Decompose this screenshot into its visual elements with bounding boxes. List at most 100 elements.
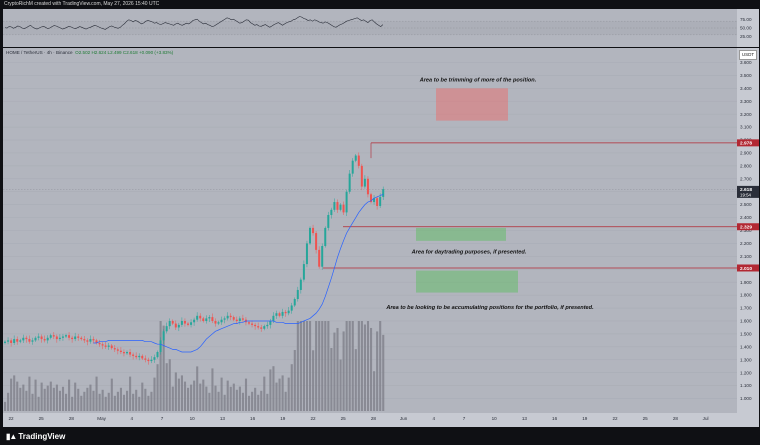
candle-body [122, 352, 125, 354]
volume-bar [241, 392, 244, 411]
tradingview-mark-icon: ▮▲ [6, 432, 17, 441]
price-tick-label: 3.500 [740, 73, 752, 78]
brand-name: TradingView [18, 432, 66, 441]
volume-bar [208, 392, 211, 411]
candle-body [171, 320, 174, 324]
volume-bar [165, 363, 168, 411]
candle-body [190, 322, 193, 325]
annotation-trim: Area to be trimming of more of the posit… [419, 78, 537, 84]
tradingview-logo[interactable]: ▮▲ TradingView [6, 432, 65, 441]
candle-body [321, 246, 324, 267]
volume-bar [43, 388, 46, 411]
candle-body [40, 336, 43, 340]
volume-bar [13, 375, 16, 411]
candle-body [107, 345, 110, 347]
candle-body [281, 311, 284, 316]
price-axis[interactable]: 3.6003.5003.4003.3003.2003.1003.0002.900… [737, 48, 759, 413]
candle-body [49, 335, 52, 338]
time-tick-label: 22 [310, 416, 316, 421]
price-pane[interactable]: Area to be trimming of more of the posit… [3, 48, 737, 413]
candle-body [58, 337, 61, 340]
volume-bar [40, 382, 43, 411]
candle-body [4, 341, 6, 343]
candle-body [92, 339, 95, 341]
price-tick-label: 2.900 [740, 151, 752, 156]
price-tick-label: 2.800 [740, 163, 752, 168]
candle-body [34, 337, 37, 341]
time-tick-label: 13 [521, 416, 527, 421]
volume-bar [199, 383, 202, 411]
volume-bar [226, 380, 229, 411]
candle-body [153, 357, 156, 360]
volume-bar [28, 376, 31, 411]
zone-box [436, 88, 508, 121]
candle-body [336, 202, 339, 210]
candle-body [232, 317, 235, 320]
volume-bar [351, 321, 354, 411]
volume-bar [238, 386, 241, 411]
volume-bar [16, 381, 19, 411]
time-tick-label: 4 [130, 416, 134, 421]
last-price-tag [737, 185, 759, 198]
candle-body [74, 336, 77, 340]
candle-body [98, 342, 101, 345]
volume-bar [4, 401, 7, 411]
time-axis[interactable]: 22 25 28 May 4 7 10 13 16 19 22 25 28 Jun 4 7 10 13 16 19 22… [3, 413, 759, 427]
candle-body [129, 352, 132, 355]
volume-bar [177, 378, 180, 411]
volume-bar [86, 387, 89, 411]
candle-body [254, 324, 257, 327]
price-tick-label: 2.300 [740, 228, 752, 233]
price-tick-label: 1.800 [740, 293, 752, 298]
candle-body [238, 318, 241, 321]
volume-bar [144, 388, 147, 411]
rsi-axis[interactable]: 75.00 50.00 25.00 [737, 9, 759, 47]
volume-bar [299, 321, 302, 411]
candle-body [229, 315, 232, 318]
volume-bar [61, 386, 65, 411]
currency-menu-button[interactable]: USDT [739, 50, 757, 60]
candle-body [68, 335, 71, 338]
volume-bar [205, 386, 208, 411]
volume-bar [244, 378, 248, 411]
candle-body [138, 355, 141, 358]
time-tick-label: Jun [399, 416, 408, 421]
attribution-caption: CryptoRichM created with TradingView.com… [4, 1, 160, 7]
candle-body [333, 202, 336, 210]
volume-bar [333, 332, 336, 411]
candle-body [272, 315, 275, 321]
volume-bar [98, 393, 101, 411]
volume-bar [305, 321, 309, 411]
volume-bar [275, 382, 278, 411]
volume-bar [357, 321, 360, 411]
candle-body [376, 198, 379, 206]
rsi-pane[interactable] [3, 9, 737, 47]
candle-body [46, 337, 49, 341]
candle-body [278, 313, 281, 316]
volume-bar [248, 395, 251, 411]
volume-bar [55, 384, 58, 411]
price-tick-label: 1.300 [740, 357, 752, 362]
time-tick-label: 16 [552, 416, 558, 421]
volume-bar [31, 393, 34, 411]
candle-body [77, 336, 80, 338]
volume-bar [150, 391, 153, 411]
volume-bar [122, 394, 126, 411]
candle-body [269, 320, 272, 325]
candle-body [324, 227, 327, 247]
time-tick-label: 25 [642, 416, 648, 421]
level-tag-label: 2.978 [740, 141, 752, 147]
candle-body [223, 318, 226, 320]
candle-body [180, 320, 183, 325]
candle-body [370, 194, 372, 203]
volume-bar [342, 331, 345, 411]
candle-body [208, 317, 211, 319]
price-tick-label: 2.100 [740, 254, 752, 259]
volume-bar [373, 371, 376, 411]
volume-bar [363, 324, 366, 411]
volume-bar [159, 321, 162, 411]
candle-body [28, 339, 31, 342]
volume-bar [339, 359, 342, 411]
volume-bar [65, 393, 68, 411]
volume-bar [187, 387, 190, 411]
